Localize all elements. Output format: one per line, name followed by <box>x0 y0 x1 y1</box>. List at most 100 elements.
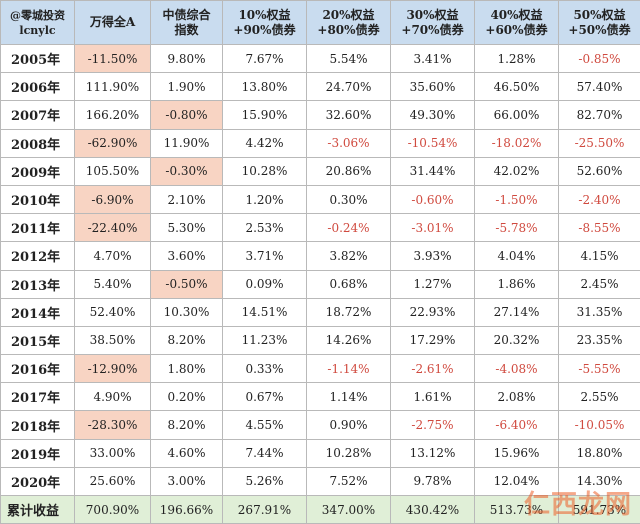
year-cell: 2019年 <box>1 439 75 467</box>
value-cell: 1.80% <box>151 355 223 383</box>
value-cell: 13.12% <box>391 439 475 467</box>
year-cell: 2009年 <box>1 157 75 185</box>
value-cell: 1.27% <box>391 270 475 298</box>
value-cell: 31.44% <box>391 157 475 185</box>
value-cell: -12.90% <box>75 355 151 383</box>
table-row: 2018年-28.30%8.20%4.55%0.90%-2.75%-6.40%-… <box>1 411 640 439</box>
total-value-cell: 430.42% <box>391 496 475 524</box>
value-cell: 17.29% <box>391 326 475 354</box>
value-cell: 1.14% <box>307 383 391 411</box>
value-cell: -3.06% <box>307 129 391 157</box>
value-cell: 52.60% <box>559 157 640 185</box>
value-cell: 3.41% <box>391 45 475 73</box>
value-cell: -6.90% <box>75 185 151 213</box>
header-label: 10%权益 <box>225 8 304 23</box>
value-cell: -28.30% <box>75 411 151 439</box>
value-cell: 5.54% <box>307 45 391 73</box>
value-cell: 57.40% <box>559 73 640 101</box>
table-row: 2005年-11.50%9.80%7.67%5.54%3.41%1.28%-0.… <box>1 45 640 73</box>
value-cell: 4.04% <box>475 242 559 270</box>
value-cell: 11.23% <box>223 326 307 354</box>
value-cell: 32.60% <box>307 101 391 129</box>
header-label: +80%债券 <box>309 23 388 38</box>
value-cell: -0.60% <box>391 185 475 213</box>
value-cell: 10.28% <box>223 157 307 185</box>
value-cell: 42.02% <box>475 157 559 185</box>
header-mix-30: 30%权益 +70%债券 <box>391 1 475 45</box>
header-bond-index: 中债综合 指数 <box>151 1 223 45</box>
value-cell: 0.33% <box>223 355 307 383</box>
value-cell: 18.72% <box>307 298 391 326</box>
total-value-cell: 700.90% <box>75 496 151 524</box>
value-cell: -2.61% <box>391 355 475 383</box>
value-cell: 18.80% <box>559 439 640 467</box>
value-cell: 15.90% <box>223 101 307 129</box>
value-cell: 4.42% <box>223 129 307 157</box>
header-row: @零城投资 lcnylc 万得全A 中债综合 指数 10%权益 +90%债券 2… <box>1 1 640 45</box>
value-cell: 2.45% <box>559 270 640 298</box>
value-cell: 10.28% <box>307 439 391 467</box>
header-label: 中债综合 <box>153 8 220 23</box>
value-cell: 31.35% <box>559 298 640 326</box>
total-row: 累计收益 700.90%196.66%267.91%347.00%430.42%… <box>1 496 640 524</box>
total-value-cell: 196.66% <box>151 496 223 524</box>
value-cell: -18.02% <box>475 129 559 157</box>
total-value-cell: 591.73% <box>559 496 640 524</box>
header-label: +70%债券 <box>393 23 472 38</box>
value-cell: 46.50% <box>475 73 559 101</box>
value-cell: 3.93% <box>391 242 475 270</box>
value-cell: 27.14% <box>475 298 559 326</box>
value-cell: 1.28% <box>475 45 559 73</box>
value-cell: -0.50% <box>151 270 223 298</box>
value-cell: 105.50% <box>75 157 151 185</box>
header-mix-20: 20%权益 +80%债券 <box>307 1 391 45</box>
value-cell: 20.32% <box>475 326 559 354</box>
value-cell: 4.55% <box>223 411 307 439</box>
year-cell: 2011年 <box>1 214 75 242</box>
value-cell: 7.52% <box>307 467 391 495</box>
brand-name: @零城投资 <box>3 8 72 23</box>
table-body: 2005年-11.50%9.80%7.67%5.54%3.41%1.28%-0.… <box>1 45 640 496</box>
table-row: 2016年-12.90%1.80%0.33%-1.14%-2.61%-4.08%… <box>1 355 640 383</box>
value-cell: 111.90% <box>75 73 151 101</box>
value-cell: 24.70% <box>307 73 391 101</box>
value-cell: 12.04% <box>475 467 559 495</box>
brand-id: lcnylc <box>3 23 72 38</box>
value-cell: 22.93% <box>391 298 475 326</box>
value-cell: 11.90% <box>151 129 223 157</box>
value-cell: 82.70% <box>559 101 640 129</box>
header-mix-10: 10%权益 +90%债券 <box>223 1 307 45</box>
value-cell: 1.90% <box>151 73 223 101</box>
value-cell: 10.30% <box>151 298 223 326</box>
value-cell: 7.67% <box>223 45 307 73</box>
value-cell: 15.96% <box>475 439 559 467</box>
value-cell: -1.50% <box>475 185 559 213</box>
header-label: 万得全A <box>77 15 148 30</box>
value-cell: 9.80% <box>151 45 223 73</box>
value-cell: 14.30% <box>559 467 640 495</box>
year-cell: 2012年 <box>1 242 75 270</box>
year-cell: 2008年 <box>1 129 75 157</box>
year-cell: 2005年 <box>1 45 75 73</box>
value-cell: 2.53% <box>223 214 307 242</box>
value-cell: 14.51% <box>223 298 307 326</box>
year-cell: 2016年 <box>1 355 75 383</box>
value-cell: -5.78% <box>475 214 559 242</box>
value-cell: 2.08% <box>475 383 559 411</box>
header-label: +60%债券 <box>477 23 556 38</box>
value-cell: 49.30% <box>391 101 475 129</box>
value-cell: 3.71% <box>223 242 307 270</box>
year-cell: 2013年 <box>1 270 75 298</box>
value-cell: -1.14% <box>307 355 391 383</box>
value-cell: 4.90% <box>75 383 151 411</box>
value-cell: 1.61% <box>391 383 475 411</box>
value-cell: 8.20% <box>151 411 223 439</box>
value-cell: 0.30% <box>307 185 391 213</box>
